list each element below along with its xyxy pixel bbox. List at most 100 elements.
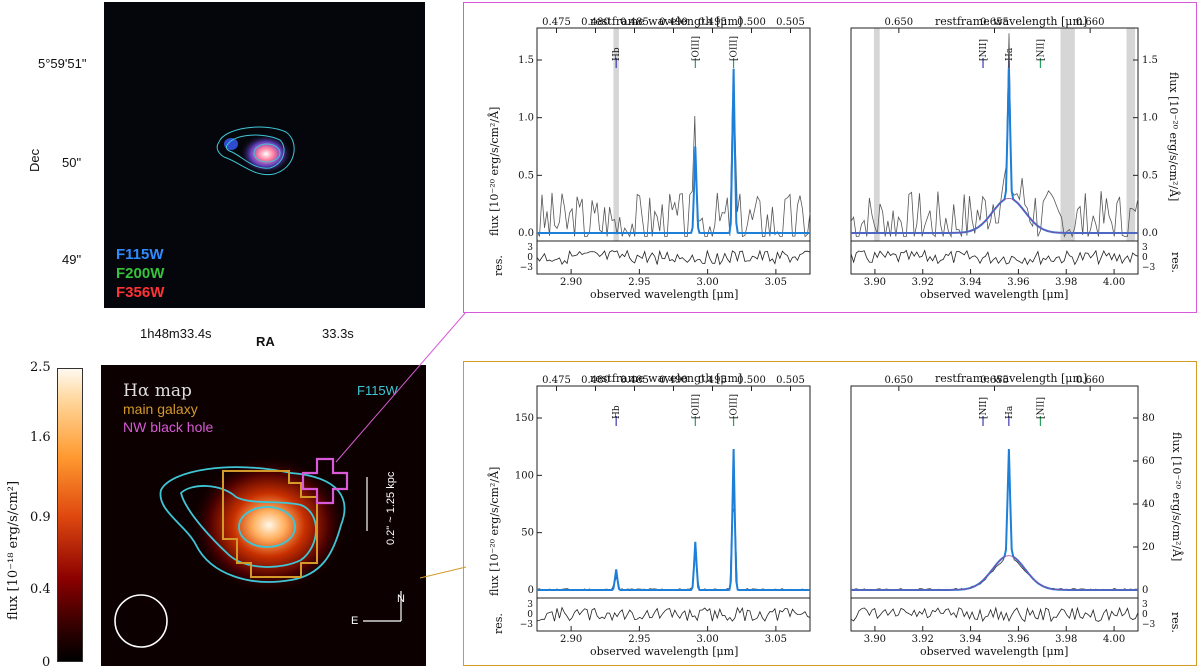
bh-ha-top-tick-label: 0.655 [980, 17, 1009, 28]
main-ha-residual-frame [850, 597, 1139, 632]
bh-oiii-top-tick-label: 0.500 [737, 17, 766, 28]
main-ha-residual-curve [850, 606, 1139, 623]
bh-ha-bottom-tick-label: 3.94 [959, 277, 981, 288]
bh-oiii-frame [536, 27, 811, 242]
bh-oiii-bottom-tick-label: 3.00 [696, 277, 718, 288]
main-ha-bottom-tick-label: 3.90 [864, 634, 886, 645]
bh-oiii-bottom-axis-label: observed wavelength [μm] [590, 288, 739, 301]
bh-oiii-y-tick-label: 0.0 [518, 228, 534, 239]
main-ha-data-spectrum [850, 452, 1138, 592]
bh-ha-line-name: Ha [1005, 47, 1015, 61]
halpha-map-drawing [114, 455, 402, 648]
main-ha-bottom-tick-label: 4.00 [1103, 634, 1125, 645]
main-oiii-y-tick-label: 100 [515, 470, 534, 481]
bh-oiii-top-tick-label: 0.475 [542, 17, 571, 28]
ra-tick-2: 33.3s [322, 326, 354, 341]
main-oiii-bottom-tick-label: 3.00 [696, 634, 718, 645]
main-ha-bottom-axis-label: observed wavelength [μm] [920, 645, 1069, 658]
main-ha-bottom-tick-label: 3.92 [912, 634, 934, 645]
main-oiii-flux-label: flux [10⁻²⁰ erg/s/cm²/Å] [488, 466, 501, 596]
dec-tick-2: 50" [62, 155, 82, 170]
main-oiii-top-tick-label: 0.495 [698, 375, 727, 386]
bh-oiii-y-tick-label: 1.5 [518, 55, 534, 66]
main-ha-res-tick-label: −3 [1142, 620, 1156, 630]
bh-ha-residual-frame [850, 240, 1139, 275]
dec-tick-3: 49" [62, 252, 82, 267]
bh-ha-line-name: [NII] [979, 39, 989, 61]
bh-ha-model-fit [851, 68, 1138, 234]
bh-ha-top-axis-label: restframe wavelength [μm] [935, 15, 1088, 28]
main-oiii-top-axis-label: restframe wavelength [μm] [590, 372, 743, 385]
bh-spectra-box [463, 2, 1197, 313]
main-ha-y-tick-label: 60 [1142, 456, 1155, 467]
bh-ha-bottom-tick-label: 3.92 [912, 277, 934, 288]
cbar-tick-4: 0.4 [30, 582, 51, 597]
main-ha-res-label: res. [1169, 612, 1182, 633]
main-oiii-top-tick-label: 0.485 [620, 375, 649, 386]
main-oiii-residual-curve [536, 606, 811, 622]
main-oiii-top-tick-label: 0.475 [542, 375, 571, 386]
colorbar [57, 368, 83, 662]
main-ha-y-tick-label: 0 [1142, 585, 1148, 596]
main-oiii-data-spectrum [536, 506, 811, 591]
filter-f200w: F200W [116, 265, 165, 282]
cbar-tick-5: 0 [42, 655, 51, 670]
bh-ha-y-tick-label: 0.0 [1142, 228, 1158, 239]
main-ha-top-tick-label: 0.650 [885, 375, 914, 386]
main-oiii-y-tick-label: 150 [515, 413, 534, 424]
main-ha-line-name: [NII] [979, 397, 989, 419]
ra-tick-1: 1h48m33.4s [140, 326, 212, 341]
main-ha-top-tick-label: 0.655 [980, 375, 1009, 386]
main-oiii-frame [536, 385, 811, 599]
main-ha-bottom-tick-label: 3.94 [959, 634, 981, 645]
bh-oiii-line-name: [OIII] [691, 36, 701, 61]
bh-oiii-mask-band [613, 28, 619, 241]
cbar-tick-3: 0.9 [30, 510, 51, 525]
filter-f356w: F356W [116, 284, 165, 301]
bh-oiii-y-tick-label: 0.5 [518, 170, 534, 181]
ra-axis-label: RA [256, 334, 275, 349]
bh-oiii-bottom-tick-label: 2.95 [628, 277, 650, 288]
bh-ha-mask-band [1126, 28, 1136, 241]
main-oiii-bottom-tick-label: 2.90 [560, 634, 582, 645]
bh-oiii-bottom-tick-label: 2.90 [560, 277, 582, 288]
main-ha-broad-component [851, 555, 1138, 591]
filter-f115w: F115W [116, 246, 164, 263]
main-oiii-bottom-tick-label: 3.05 [765, 634, 787, 645]
bh-oiii-top-tick-label: 0.485 [620, 17, 649, 28]
bh-ha-mask-band [873, 28, 880, 241]
bh-oiii-res-label: res. [492, 255, 505, 276]
f115w-contour-label: F115W [357, 383, 398, 398]
main-oiii-line-name: Hb [612, 405, 622, 419]
cbar-tick-2: 1.6 [30, 430, 51, 445]
bh-oiii-top-axis-label: restframe wavelength [μm] [590, 15, 743, 28]
main-oiii-res-label: res. [492, 613, 505, 634]
rgb-image: F115W F200W F356W [104, 2, 425, 308]
bh-ha-res-tick-label: 0 [1142, 253, 1148, 263]
bh-ha-res-label: res. [1169, 252, 1182, 273]
bh-ha-line-name: [NII] [1036, 39, 1046, 61]
main-oiii-bottom-tick-label: 2.95 [628, 634, 650, 645]
bh-ha-res-tick-label: −3 [1142, 263, 1156, 273]
main-ha-flux-label: flux [10⁻²⁰ erg/s/cm²/Å] [1170, 432, 1183, 562]
bh-ha-bottom-axis-label: observed wavelength [μm] [920, 288, 1069, 301]
cbar-tick-1: 2.5 [30, 360, 51, 375]
bh-oiii-res-tick-label: 0 [527, 253, 533, 263]
main-oiii-top-tick-label: 0.500 [737, 375, 766, 386]
main-ha-res-tick-label: 3 [1142, 600, 1148, 610]
east-label: E [351, 615, 359, 627]
bh-oiii-line-name: [OIII] [730, 36, 740, 61]
bh-oiii-top-tick-label: 0.495 [698, 17, 727, 28]
bh-ha-residual-curve [850, 249, 1139, 266]
bh-oiii-res-tick-label: 3 [527, 243, 533, 253]
main-oiii-res-tick-label: 0 [527, 610, 533, 620]
main-ha-res-tick-label: 0 [1142, 610, 1148, 620]
halpha-map-title: Hα map [123, 381, 192, 401]
bh-oiii-flux-label: flux [10⁻²⁰ erg/s/cm²/Å] [488, 106, 501, 236]
main-ha-y-tick-label: 80 [1142, 413, 1155, 424]
bh-ha-res-tick-label: 3 [1142, 243, 1148, 253]
main-oiii-model-fit [537, 448, 810, 591]
north-label: N [397, 593, 405, 605]
